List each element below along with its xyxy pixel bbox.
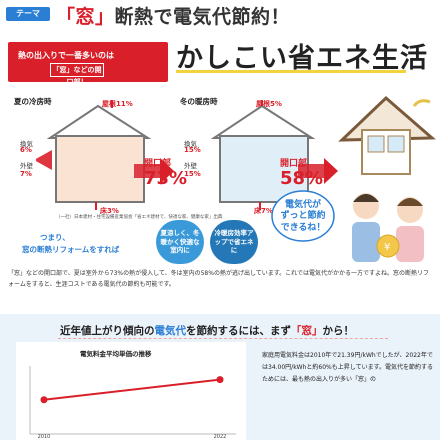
benefit-pill-2: 冷暖房効率アップで省エネに xyxy=(210,220,258,264)
banner-line2: 「窓」などの開口部！ xyxy=(50,63,104,86)
chart-card xyxy=(16,342,246,440)
summer-wall: 外壁 xyxy=(20,162,33,170)
summer-roof: 屋根11% xyxy=(102,100,133,108)
svg-text:¥: ¥ xyxy=(384,242,390,253)
headline-dash xyxy=(58,338,388,339)
summer-wall-pct: 7% xyxy=(20,170,32,178)
winter-label: 冬の暖房時 xyxy=(180,97,218,106)
conclusion-text: つまり、 窓の断熱リフォームをすれば xyxy=(22,232,119,256)
headline-underline xyxy=(176,70,406,73)
summer-opening-label: 開口部 xyxy=(144,159,172,169)
title-rest: 断熱で電気代節約！ xyxy=(114,6,291,28)
family-illustration: ¥ xyxy=(352,193,424,262)
red-banner: 熱の出入りで一番多いのは xyxy=(8,42,168,82)
benefit-pill-1: 夏涼しく、冬暖かく快適な室内に xyxy=(156,220,204,264)
bubble-line3: できるね！ xyxy=(280,222,326,233)
bubble-line2: ずっと節約 xyxy=(280,211,326,222)
bubble-line1: 電気代が xyxy=(284,200,321,210)
page-title: 「窓」断熱で電気代節約！ xyxy=(56,2,290,29)
title-window: 「窓」 xyxy=(56,6,115,28)
banner-line1: 熱の出入りで一番多いのは xyxy=(18,51,114,60)
chart-title: 電気料金平均単価の推移 xyxy=(80,350,152,358)
headline: かしこい省エネ生活 xyxy=(176,43,428,74)
lh-b: 電気代 xyxy=(154,325,187,337)
conclusion-line1: つまり、 xyxy=(40,233,70,242)
summer-floor: 床3% xyxy=(100,207,119,215)
winter-opening-pct: 58% xyxy=(280,168,324,189)
speech-bubble-shape xyxy=(271,190,335,242)
lh-a: 近年値上がり傾向の xyxy=(60,325,155,337)
winter-house-diagram xyxy=(210,100,338,210)
summer-ventilation: 換気 xyxy=(20,140,33,148)
data-point xyxy=(40,396,48,404)
summer-opening-pct: 73% xyxy=(144,168,188,189)
winter-ventilation: 換気 xyxy=(184,140,197,148)
source-note: （一社）日本建材・住宅設備産業協会「省エネ建材で、快適な家、健康な家」出典 xyxy=(56,215,223,220)
speech-bubble: 電気代が ずっと節約 できるね！ xyxy=(276,200,330,234)
body-paragraph: 「窓」などの開口部で、夏は室外から73%の熱が侵入して、冬は室内の58%の熱が逃… xyxy=(8,270,429,289)
theme-tag: テーマ xyxy=(6,7,50,21)
lh-e: から！ xyxy=(322,325,355,337)
x-tick-label: 2010 xyxy=(38,434,51,440)
summer-ventilation-pct: 6% xyxy=(20,146,32,154)
lh-c: を節約するには、まず xyxy=(186,325,291,337)
lower-headline: 近年値上がり傾向の電気代を節約するには、まず「窓」から！ xyxy=(60,323,354,338)
lh-d: 「窓」 xyxy=(291,325,323,337)
right-paragraph: 家庭用電気料金は2010年で21.39円/kWhでしたが、2022年では34.0… xyxy=(262,352,433,383)
winter-floor: 床7% xyxy=(254,207,273,215)
summer-house-diagram xyxy=(36,100,174,210)
x-tick-label: 2022 xyxy=(214,434,227,440)
winter-opening-label: 開口部 xyxy=(280,159,308,169)
summer-label: 夏の冷房時 xyxy=(14,97,52,106)
series-line xyxy=(43,378,221,401)
data-point xyxy=(216,376,224,384)
price-chart: 2010 2022 xyxy=(29,366,236,440)
winter-roof: 屋根5% xyxy=(256,100,282,108)
winter-ventilation-pct: 15% xyxy=(184,146,201,154)
winter-wall: 外壁 xyxy=(184,162,197,170)
conclusion-line2: 窓の断熱リフォームをすれば xyxy=(22,245,120,254)
window-house-illustration xyxy=(338,95,436,175)
winter-wall-pct: 15% xyxy=(184,170,201,178)
